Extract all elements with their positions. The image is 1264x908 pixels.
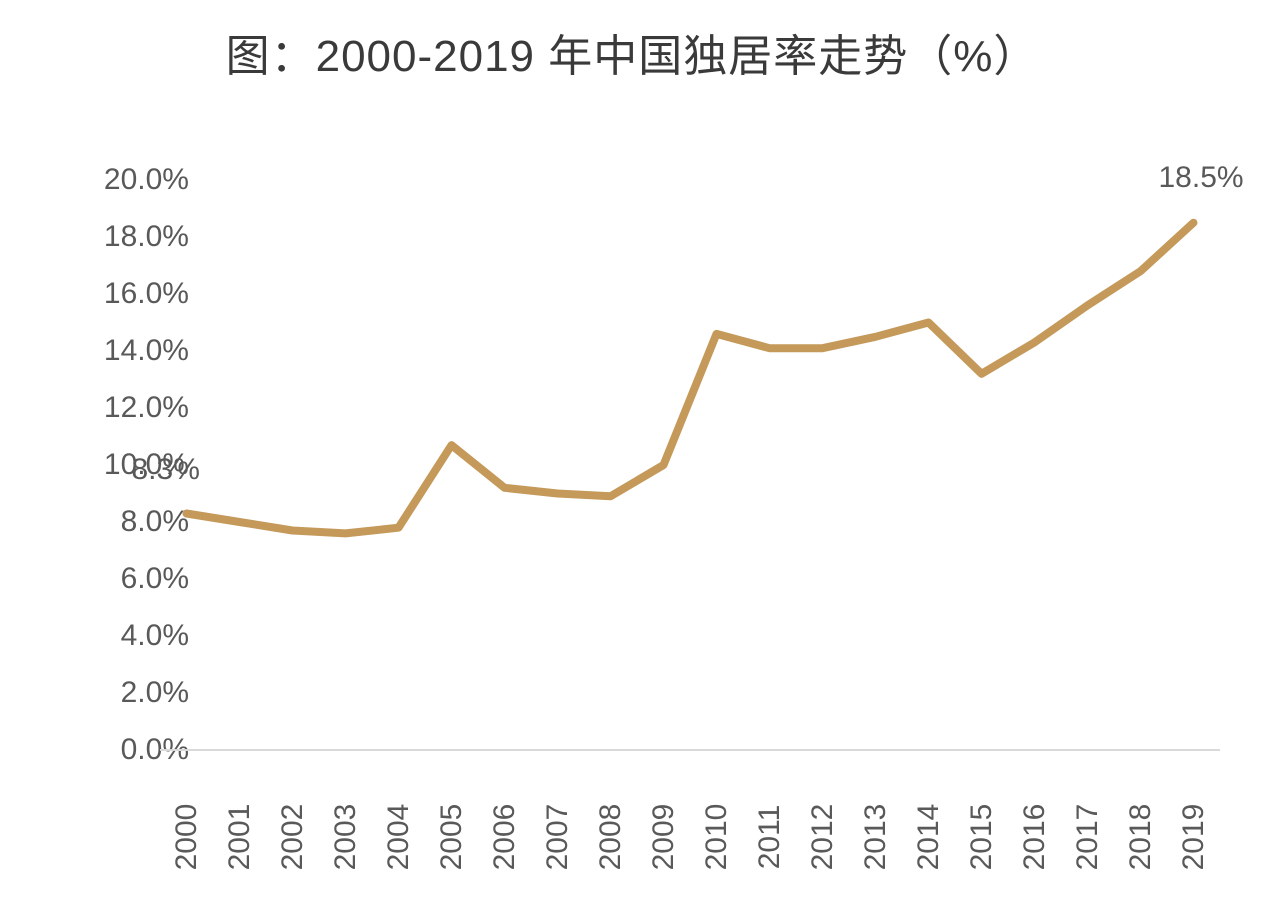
- x-tick-label: 2014: [912, 804, 946, 871]
- x-tick-label: 2005: [435, 804, 469, 871]
- x-tick-label: 2018: [1124, 804, 1158, 871]
- chart-container: 图：2000-2019 年中国独居率走势（%） 0.0%2.0%4.0%6.0%…: [0, 0, 1264, 908]
- series-line: [187, 223, 1194, 534]
- x-tick-label: 2015: [965, 804, 999, 871]
- x-tick-label: 2010: [700, 804, 734, 871]
- x-tick-label: 2007: [541, 804, 575, 871]
- x-tick-label: 2009: [647, 804, 681, 871]
- plot-area: [160, 180, 1220, 750]
- x-tick-label: 2017: [1071, 804, 1105, 871]
- chart-title: 图：2000-2019 年中国独居率走势（%）: [0, 20, 1264, 84]
- x-tick-label: 2003: [329, 804, 363, 871]
- x-tick-label: 2004: [382, 804, 416, 871]
- x-tick-label: 2012: [806, 804, 840, 871]
- x-tick-label: 2006: [488, 804, 522, 871]
- x-tick-label: 2011: [753, 805, 787, 870]
- x-tick-label: 2000: [170, 804, 204, 871]
- x-tick-label: 2013: [859, 804, 893, 871]
- series-data-label: 18.5%: [1159, 161, 1244, 195]
- x-tick-label: 2001: [223, 804, 257, 871]
- x-tick-label: 2016: [1018, 804, 1052, 871]
- line-plot-svg: [160, 180, 1220, 750]
- series-data-label: 8.3%: [132, 453, 200, 487]
- x-tick-label: 2002: [276, 804, 310, 871]
- x-tick-label: 2008: [594, 804, 628, 871]
- x-tick-label: 2019: [1177, 804, 1211, 871]
